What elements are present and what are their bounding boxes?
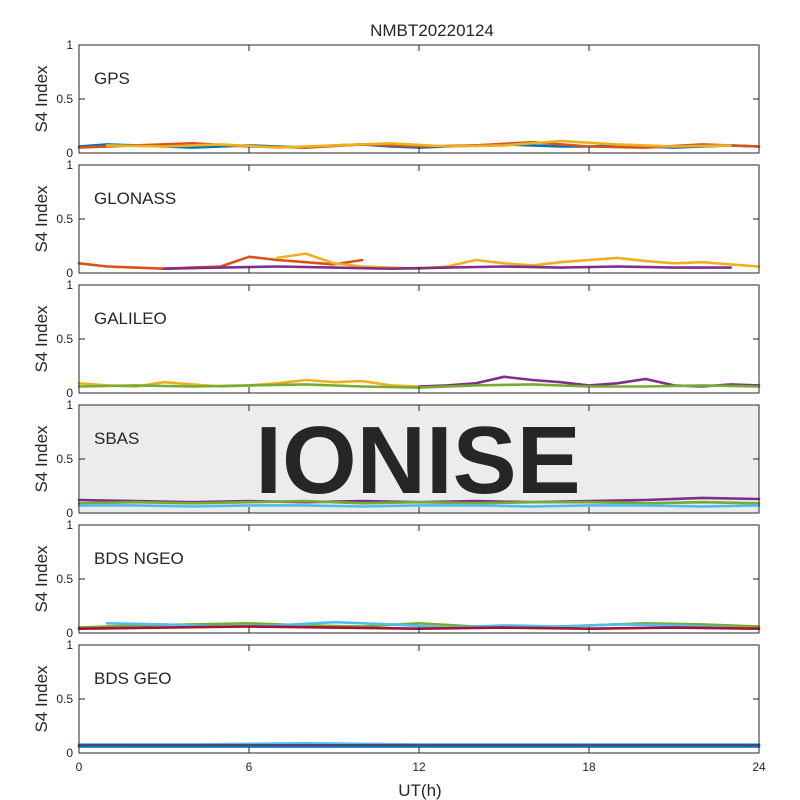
panels-group: 0 0.5 1 S4 Index GPS 0 0.5 1 S4 Index GLONASS 0 0.5… — [32, 38, 766, 774]
plot-area — [79, 165, 759, 273]
panel-label: GLONASS — [94, 189, 176, 208]
plot-area — [79, 525, 759, 633]
y-tick-label: 0.5 — [56, 692, 73, 706]
panel-galileo: 0 0.5 1 S4 Index GALILEO — [32, 278, 761, 400]
y-tick-label: 0 — [66, 626, 73, 640]
y-tick-label: 0 — [66, 266, 73, 280]
panel-label: BDS NGEO — [94, 549, 184, 568]
plot-area — [79, 45, 759, 153]
y-tick-label: 0.5 — [56, 332, 73, 346]
x-tick-label: 6 — [246, 760, 253, 774]
panel-gps: 0 0.5 1 S4 Index GPS — [32, 38, 761, 160]
y-tick-label: 1 — [66, 398, 73, 412]
x-tick-label: 18 — [582, 760, 596, 774]
y-tick-label: 1 — [66, 638, 73, 652]
x-tick-label: 0 — [76, 760, 83, 774]
series-line — [77, 499, 761, 505]
y-tick-label: 1 — [66, 38, 73, 52]
series-line — [275, 252, 761, 271]
panel-glonass: 0 0.5 1 S4 Index GLONASS — [32, 158, 761, 280]
y-axis-label: S4 Index — [32, 305, 51, 373]
panel-bds-ngeo: 0 0.5 1 S4 Index BDS NGEO — [32, 518, 761, 640]
y-axis-label: S4 Index — [32, 425, 51, 493]
y-tick-label: 1 — [66, 158, 73, 172]
y-axis-label: S4 Index — [32, 665, 51, 733]
x-axis-label: UT(h) — [398, 781, 441, 800]
panel-sbas: IONISE 0 0.5 1 S4 Index SBAS — [32, 398, 761, 520]
panel-label: BDS GEO — [94, 669, 171, 688]
y-tick-label: 0.5 — [56, 452, 73, 466]
y-axis-label: S4 Index — [32, 65, 51, 133]
x-tick-label: 24 — [752, 760, 766, 774]
y-tick-label: 0.5 — [56, 572, 73, 586]
y-tick-label: 0.5 — [56, 212, 73, 226]
y-axis-label: S4 Index — [32, 545, 51, 613]
watermark-band — [80, 405, 759, 513]
panel-label: GPS — [94, 69, 130, 88]
series-line — [77, 140, 761, 149]
y-tick-label: 1 — [66, 278, 73, 292]
figure-title: NMBT20220124 — [370, 21, 494, 40]
plot-area — [79, 645, 759, 753]
y-tick-label: 0 — [66, 506, 73, 520]
series-line — [162, 265, 733, 271]
watermark-text: IONISE — [255, 407, 580, 514]
series-line — [106, 139, 733, 149]
y-tick-label: 1 — [66, 518, 73, 532]
plot-area — [79, 285, 759, 393]
x-tick-label: 12 — [412, 760, 426, 774]
panel-bds-geo: 0 0.5 1 0 6 12 18 24 S4 Index BDS GEO — [32, 638, 766, 774]
y-axis-label: S4 Index — [32, 185, 51, 253]
panel-label: GALILEO — [94, 309, 167, 328]
y-tick-label: 0.5 — [56, 92, 73, 106]
series-line — [77, 504, 761, 508]
y-tick-label: 0 — [66, 386, 73, 400]
y-tick-label: 0 — [66, 146, 73, 160]
panel-label: SBAS — [94, 429, 139, 448]
y-tick-label: 0 — [66, 746, 73, 760]
